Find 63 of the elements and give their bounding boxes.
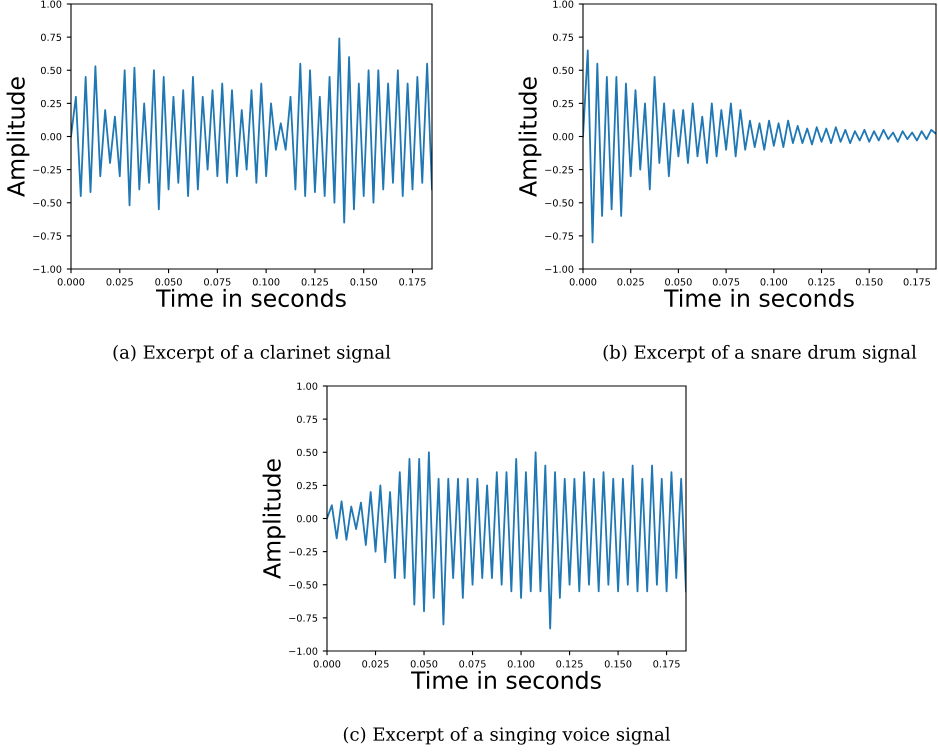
y-tick-label: −0.50 [545, 199, 574, 207]
x-tick-label: 0.150 [350, 278, 377, 286]
x-tick-label: 0.175 [904, 278, 930, 286]
x-tick-label: 0.025 [617, 278, 644, 286]
x-tick-label: 0.175 [653, 660, 680, 668]
y-tick-label: 0.25 [40, 100, 62, 108]
y-tick-label: 0.50 [296, 448, 318, 456]
y-tick-label: 0.25 [296, 482, 318, 490]
x-tick-label: 0.125 [302, 278, 328, 286]
x-tick-label: 0.025 [362, 660, 389, 668]
x-tick-label: 0.050 [155, 278, 182, 286]
x-tick-label: 0.000 [58, 278, 84, 286]
x-axis-title: Time in seconds [156, 288, 346, 308]
text: (b) Excerpt of a snare drum signal [604, 344, 916, 363]
y-tick-label: −1.00 [33, 265, 62, 273]
y-tick-label: −1.00 [545, 265, 574, 273]
y-tick-label: 0.50 [40, 66, 62, 74]
x-tick-label: 0.050 [410, 660, 438, 668]
y-tick-label: −0.75 [545, 232, 574, 240]
y-tick-label: 1.00 [297, 382, 318, 390]
y-axis-title: Amplitude [6, 77, 30, 197]
x-tick-label: 0.150 [604, 660, 632, 668]
y-tick-label: 0.50 [552, 66, 574, 74]
x-tick-label: 0.075 [459, 660, 486, 668]
y-tick-label: 0.00 [552, 132, 574, 140]
y-tick-label: 0.00 [296, 514, 318, 522]
x-axis-title: Time in seconds [664, 288, 854, 308]
y-tick-label: −0.50 [33, 199, 62, 207]
x-tick-label: 0.000 [314, 660, 340, 668]
y-tick-label: 1.00 [553, 0, 574, 8]
x-tick-label: 0.175 [399, 278, 426, 286]
y-tick-label: −0.50 [289, 581, 318, 589]
y-tick-label: 0.75 [296, 416, 318, 423]
x-tick-label: 0.100 [760, 278, 788, 286]
y-tick-label: −0.75 [289, 614, 318, 622]
x-tick-label: 0.100 [252, 278, 280, 286]
x-tick-label: 0.100 [508, 660, 534, 668]
x-tick-label: 0.075 [712, 278, 740, 286]
y-tick-label: −1.00 [289, 647, 318, 655]
y-tick-label: 0.75 [552, 34, 574, 41]
y-tick-label: −0.25 [33, 166, 62, 174]
y-tick-label: −0.75 [33, 232, 62, 240]
x-tick-label: 0.025 [106, 278, 133, 286]
x-tick-label: 0.125 [556, 660, 583, 668]
x-tick-label: 0.050 [665, 278, 692, 286]
y-tick-label: −0.25 [545, 166, 574, 174]
x-tick-label: 0.000 [570, 278, 596, 286]
y-tick-label: 0.25 [552, 100, 574, 108]
y-tick-label: 0.00 [40, 132, 62, 140]
y-axis-title: Amplitude [262, 459, 286, 579]
y-axis-title: Amplitude [518, 77, 542, 197]
y-tick-label: 1.00 [41, 0, 62, 8]
line-series [71, 38, 432, 224]
x-axis-title: Time in seconds [411, 670, 601, 690]
text: (a) Excerpt of a clarinet signal [113, 344, 390, 363]
x-tick-label: 0.125 [808, 278, 835, 286]
x-tick-label: 0.075 [204, 278, 230, 286]
line-series [327, 451, 686, 630]
text: (c) Excerpt of a singing voice signal [344, 726, 670, 745]
y-tick-label: 0.75 [40, 34, 62, 41]
x-tick-label: 0.150 [856, 278, 882, 286]
line-series [583, 49, 936, 244]
y-tick-label: −0.25 [289, 548, 318, 556]
